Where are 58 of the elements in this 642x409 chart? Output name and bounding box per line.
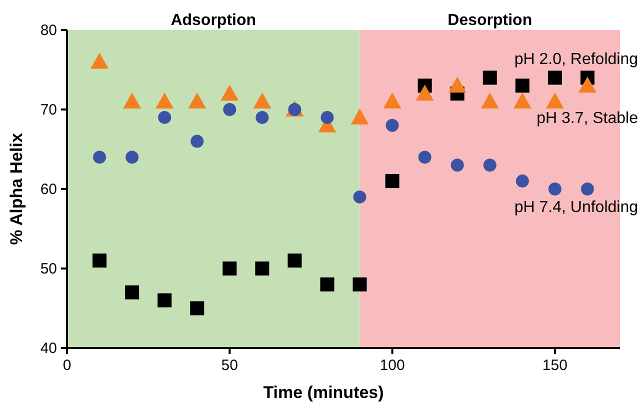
y-tick-label: 50 (40, 260, 57, 278)
point (578, 76, 596, 93)
point (516, 174, 529, 188)
series-label: pH 7.4, Unfolding (514, 199, 638, 216)
x-axis-title: Time (minutes) (263, 383, 384, 402)
point (90, 52, 109, 69)
y-tick-label: 60 (40, 181, 57, 198)
point (383, 92, 402, 109)
point (483, 158, 496, 172)
point (320, 110, 334, 124)
point (353, 190, 366, 204)
point (190, 301, 204, 316)
point (253, 92, 272, 109)
y-tick-label: 70 (40, 102, 57, 118)
x-tick-label: 50 (221, 357, 238, 374)
point (220, 84, 239, 101)
point (158, 110, 172, 124)
point (385, 174, 400, 188)
point (256, 110, 269, 124)
y-axis-title: % Alpha Helix (7, 132, 26, 245)
point (448, 76, 466, 93)
point (123, 92, 142, 109)
point (580, 182, 594, 196)
point (482, 70, 497, 85)
x-tick-label: 150 (542, 357, 568, 374)
point (156, 92, 174, 109)
series-label: pH 2.0, Refolding (514, 51, 638, 68)
point (222, 262, 237, 276)
point (386, 118, 399, 132)
point (513, 92, 532, 109)
point (450, 158, 464, 172)
y-tick-label: 80 (40, 22, 57, 39)
point (418, 150, 432, 164)
point (350, 108, 369, 124)
point (223, 103, 236, 116)
point (190, 134, 204, 148)
point (352, 277, 367, 292)
point (480, 92, 499, 109)
point (93, 150, 106, 164)
point (126, 150, 139, 164)
x-tick-label: 100 (380, 357, 405, 374)
point (125, 285, 140, 300)
point (548, 182, 562, 196)
band-label: Adsorption (170, 12, 256, 29)
point (188, 92, 206, 109)
point (515, 78, 530, 93)
band-label: Desorption (448, 12, 532, 29)
point (158, 293, 172, 308)
point (546, 92, 564, 109)
series-label: pH 3.7, Stable (536, 110, 638, 127)
point (255, 262, 270, 276)
y-tick-label: 40 (40, 340, 57, 357)
point (548, 70, 562, 85)
point (320, 277, 334, 292)
point (416, 84, 434, 101)
point (288, 254, 302, 268)
x-tick-label: 0 (62, 357, 72, 374)
point (92, 254, 107, 268)
